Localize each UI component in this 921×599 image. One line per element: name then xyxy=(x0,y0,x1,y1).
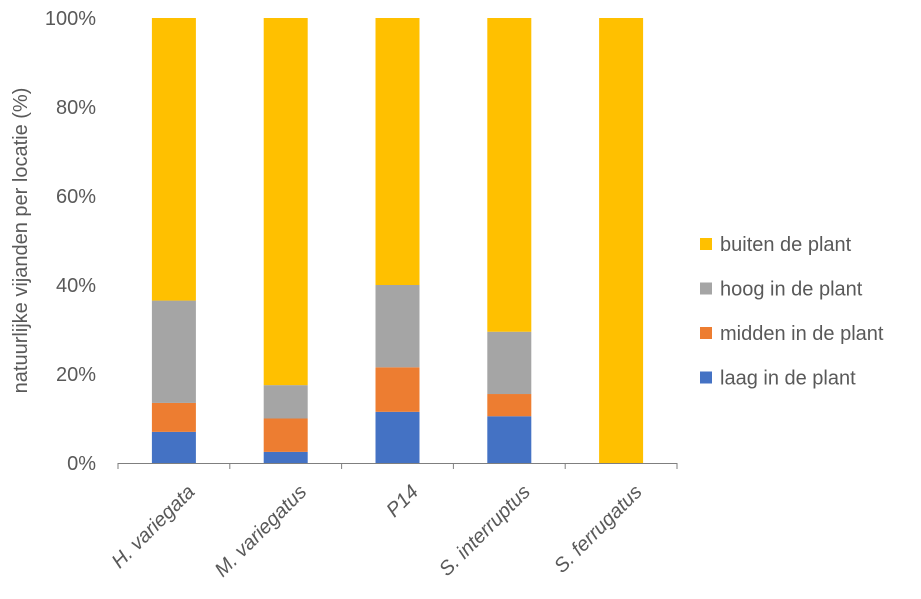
x-category-label: H. variegata xyxy=(108,481,200,573)
legend: buiten de plant hoog in de plant midden in… xyxy=(700,234,884,390)
legend-swatch-midden-in-de-plant xyxy=(700,327,712,339)
bar-m-variegatus-laag-in-de-plant xyxy=(263,451,308,464)
x-categories-group: H. variegata M. variegatus P14 S. interrupt… xyxy=(108,481,647,581)
y-tick-label: 0% xyxy=(67,453,96,475)
x-category-label: S. ferrugatus xyxy=(550,481,647,578)
bar-h-variegata-midden-in-de-plant xyxy=(151,402,196,432)
bars-group xyxy=(151,18,644,464)
bar-m-variegatus-hoog-in-de-plant xyxy=(263,385,308,419)
bar-h-variegata-buiten-de-plant xyxy=(151,18,196,301)
bar-s-interruptus-laag-in-de-plant xyxy=(487,416,532,463)
legend-label-laag-in-de-plant: laag in de plant xyxy=(720,368,856,390)
bar-p14-laag-in-de-plant xyxy=(375,411,420,463)
x-category-label: S. interruptus xyxy=(435,481,535,581)
bar-h-variegata-laag-in-de-plant xyxy=(151,431,196,463)
y-tick-label: 80% xyxy=(56,97,96,119)
bar-p14-midden-in-de-plant xyxy=(375,367,420,412)
legend-swatch-buiten-de-plant xyxy=(700,238,712,250)
x-category-label: P14 xyxy=(382,481,423,522)
y-tick-label: 40% xyxy=(56,275,96,297)
legend-swatch-hoog-in-de-plant xyxy=(700,282,712,295)
y-tick-label: 20% xyxy=(56,364,96,386)
y-tick-label: 100% xyxy=(45,8,96,30)
bar-h-variegata-hoog-in-de-plant xyxy=(151,300,196,403)
axes-group xyxy=(117,463,678,469)
x-category-label: M. variegatus xyxy=(211,481,311,581)
bar-m-variegatus-buiten-de-plant xyxy=(263,18,308,386)
bar-m-variegatus-midden-in-de-plant xyxy=(263,418,308,452)
legend-label-hoog-in-de-plant: hoog in de plant xyxy=(720,279,863,301)
y-ticks-group: 0% 20% 40% 60% 80% 100% xyxy=(45,8,96,475)
y-axis-title: natuurlijke vijanden per locatie (%) xyxy=(10,88,32,394)
bar-s-interruptus-midden-in-de-plant xyxy=(487,394,532,417)
legend-swatch-laag-in-de-plant xyxy=(700,371,712,384)
bar-s-interruptus-hoog-in-de-plant xyxy=(487,331,532,395)
bar-p14-buiten-de-plant xyxy=(375,18,420,285)
bar-p14-hoog-in-de-plant xyxy=(375,285,420,368)
bar-s-ferrugatus-buiten-de-plant xyxy=(599,18,644,463)
legend-label-midden-in-de-plant: midden in de plant xyxy=(720,323,884,345)
bar-s-interruptus-buiten-de-plant xyxy=(487,18,532,332)
y-tick-label: 60% xyxy=(56,186,96,208)
legend-label-buiten-de-plant: buiten de plant xyxy=(720,234,852,256)
